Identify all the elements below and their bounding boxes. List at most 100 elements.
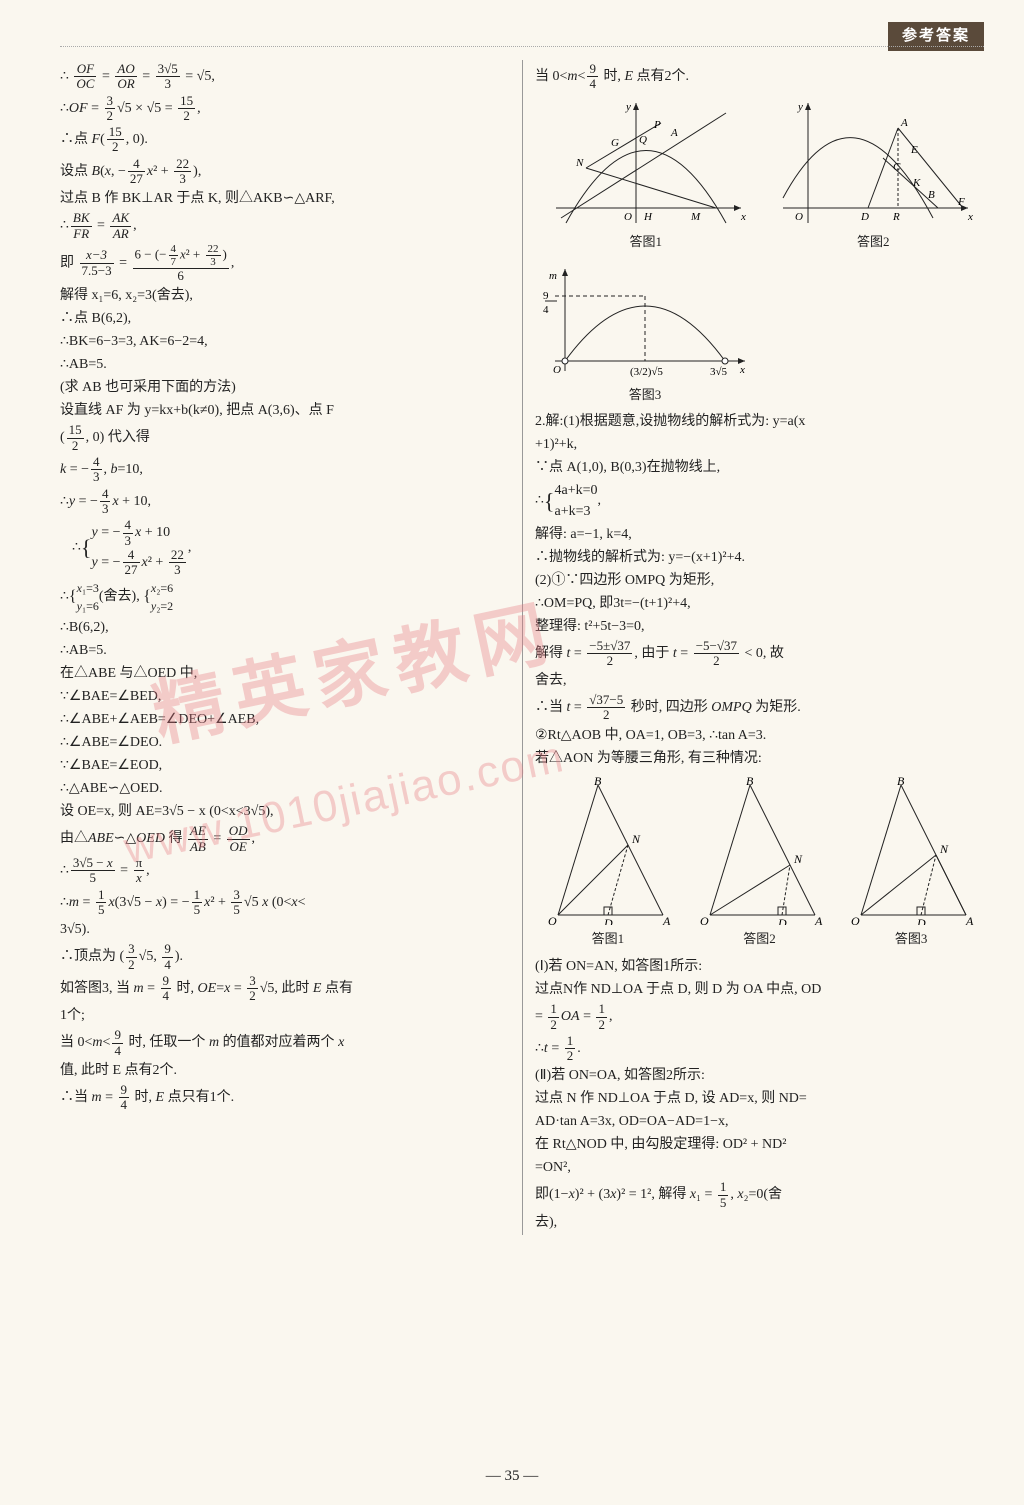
svg-text:N: N xyxy=(575,157,584,169)
svg-text:R: R xyxy=(892,211,900,223)
svg-text:Q: Q xyxy=(639,134,647,146)
svg-text:B: B xyxy=(594,775,602,788)
math-line: 在 Rt△NOD 中, 由勾股定理得: OD² + ND² xyxy=(535,1134,984,1155)
math-line: 值, 此时 E 点有2个. xyxy=(60,1060,512,1081)
fig1-caption: 答图1 xyxy=(535,232,757,252)
math-line: =ON², xyxy=(535,1157,984,1178)
svg-text:3√5: 3√5 xyxy=(710,366,728,378)
math-line: ∴3√5 − x5 = πx, xyxy=(60,856,512,886)
svg-text:O: O xyxy=(851,914,860,925)
svg-text:B: B xyxy=(928,189,935,201)
math-line: k = −43, b=10, xyxy=(60,455,512,485)
math-line: ∴AB=5. xyxy=(60,640,512,661)
math-line: 设点 B(x, −427x² + 223), xyxy=(60,157,512,187)
svg-text:x: x xyxy=(739,364,745,376)
tri3-caption: 答图3 xyxy=(838,929,984,949)
math-line: ∴AB=5. xyxy=(60,354,512,375)
math-line: = 12OA = 12, xyxy=(535,1002,984,1032)
math-line: 舍去, xyxy=(535,670,984,691)
math-line: ∴OM=PQ, 即3t=−(t+1)²+4, xyxy=(535,593,984,614)
svg-text:E: E xyxy=(910,144,918,156)
math-line: ∴m = 15x(3√5 − x) = −15x² + 35√5 x (0<x< xyxy=(60,888,512,918)
math-line: 设直线 AF 为 y=kx+b(k≠0), 把点 A(3,6)、点 F xyxy=(60,400,512,421)
math-line: ∴ OFOC = AOOR = 3√53 = √5, xyxy=(60,62,512,92)
page-number: — 35 — xyxy=(0,1465,1024,1488)
math-line: 过点 B 作 BK⊥AR 于点 K, 则△AKB∽△ARF, xyxy=(60,188,512,209)
svg-text:O: O xyxy=(624,211,632,223)
math-line: 过点 N 作 ND⊥OA 于点 D, 设 AD=x, 则 ND= xyxy=(535,1088,984,1109)
math-line: ∴y = −43x + 10, xyxy=(60,487,512,517)
math-line: ∴抛物线的解析式为: y=−(x+1)²+4. xyxy=(535,547,984,568)
math-line: 设 OE=x, 则 AE=3√5 − x (0<x<3√5), xyxy=(60,801,512,822)
right-column: 当 0<m<94 时, E 点有2个. x y O xyxy=(522,60,984,1235)
math-line: 如答图3, 当 m = 94 时, OE=x = 32√5, 此时 E 点有 xyxy=(60,974,512,1004)
math-line: ∴当 t = √37−52 秒时, 四边形 OMPQ 为矩形. xyxy=(535,693,984,723)
svg-text:C: C xyxy=(893,161,901,173)
answer-figure-3-svg: O m 9 4 (3/2)√5 3√5 x xyxy=(535,261,755,381)
math-line: ∴t = 12. xyxy=(535,1034,984,1064)
svg-text:A: A xyxy=(900,117,908,129)
math-line: ∴BK=6−3=3, AK=6−2=4, xyxy=(60,331,512,352)
figure-2: x y O A E C K B D R F 答图2 xyxy=(763,94,985,258)
fraction: OFOC xyxy=(74,62,96,92)
svg-text:A: A xyxy=(662,914,671,925)
fig3-caption: 答图3 xyxy=(535,385,755,405)
answer-figure-1-svg: x y O N G Q P A H M xyxy=(546,98,746,228)
svg-text:B: B xyxy=(897,775,905,788)
svg-text:K: K xyxy=(912,177,921,189)
svg-text:D: D xyxy=(860,211,869,223)
triangle-row: B N O D A 答图1 xyxy=(535,771,984,955)
svg-text:y: y xyxy=(625,101,631,113)
fig2-caption: 答图2 xyxy=(763,232,985,252)
math-line: AD·tan A=3x, OD=OA−AD=1−x, xyxy=(535,1111,984,1132)
math-line: ∴顶点为 (32√5, 94). xyxy=(60,942,512,972)
math-line: (Ⅰ)若 ON=AN, 如答图1所示: xyxy=(535,956,984,977)
svg-text:D: D xyxy=(603,916,613,925)
svg-text:M: M xyxy=(690,211,701,223)
figure-3: O m 9 4 (3/2)√5 3√5 x 答图3 xyxy=(535,261,755,405)
svg-text:B: B xyxy=(746,775,754,788)
svg-text:H: H xyxy=(643,211,653,223)
header-divider xyxy=(60,46,984,47)
tri2-caption: 答图2 xyxy=(687,929,833,949)
math-line: ∴{4a+k=0a+k=3, xyxy=(535,480,984,522)
math-line: (求 AB 也可采用下面的方法) xyxy=(60,377,512,398)
fraction: 3√53 xyxy=(156,62,180,92)
math-line: +1)²+k, xyxy=(535,434,984,455)
svg-text:D: D xyxy=(777,916,787,925)
svg-text:m: m xyxy=(549,270,557,282)
svg-text:4: 4 xyxy=(543,304,549,316)
svg-text:A: A xyxy=(965,914,974,925)
math-line: ∴B(6,2), xyxy=(60,617,512,638)
math-line: 在△ABE 与△OED 中, xyxy=(60,663,512,684)
math-line: ∴OF = 32√5 × √5 = 152, xyxy=(60,94,512,124)
math-line: 解得: a=−1, k=4, xyxy=(535,524,984,545)
math-line: ∴∠ABE=∠DEO. xyxy=(60,732,512,753)
svg-text:O: O xyxy=(548,914,557,925)
svg-text:D: D xyxy=(916,916,926,925)
svg-text:N: N xyxy=(939,842,949,856)
svg-text:F: F xyxy=(957,196,965,208)
math-line: 解得 t = −5±√372, 由于 t = −5−√372 < 0, 故 xyxy=(535,639,984,669)
math-line: 解得 x₁=6, x₂=3(舍去), xyxy=(60,285,512,306)
math-line: 1个; xyxy=(60,1005,512,1026)
svg-text:P: P xyxy=(653,119,661,131)
math-line: 2.解:(1)根据题意,设抛物线的解析式为: y=a(x xyxy=(535,411,984,432)
triangle-fig-1: B N O D A 答图1 xyxy=(535,771,681,955)
math-line: 过点N作 ND⊥OA 于点 D, 则 D 为 OA 中点, OD xyxy=(535,979,984,1000)
triangle-fig-3: B N O D A 答图3 xyxy=(838,771,984,955)
content-columns: ∴ OFOC = AOOR = 3√53 = √5, ∴OF = 32√5 × … xyxy=(60,60,984,1235)
math-line: 由△ABE∽△OED 得 AEAB = ODOE, xyxy=(60,824,512,854)
svg-text:A: A xyxy=(670,127,678,139)
triangle-fig-2: B N O D A 答图2 xyxy=(687,771,833,955)
math-line: (2)①∵四边形 OMPQ 为矩形, xyxy=(535,570,984,591)
therefore-symbol: ∴ xyxy=(60,69,69,84)
page-root: 参考答案 精英家教网 www.1010jiajiao.com ∴ OFOC = … xyxy=(0,0,1024,1505)
figure-row-top: x y O N G Q P A H M 答图1 xyxy=(535,94,984,258)
math-line: (152, 0) 代入得 xyxy=(60,423,512,453)
math-line: ∵∠BAE=∠EOD, xyxy=(60,755,512,776)
svg-text:x: x xyxy=(967,211,973,223)
math-line: ∴点 F(152, 0). xyxy=(60,125,512,155)
svg-text:N: N xyxy=(631,832,641,846)
figure-1: x y O N G Q P A H M 答图1 xyxy=(535,94,757,258)
